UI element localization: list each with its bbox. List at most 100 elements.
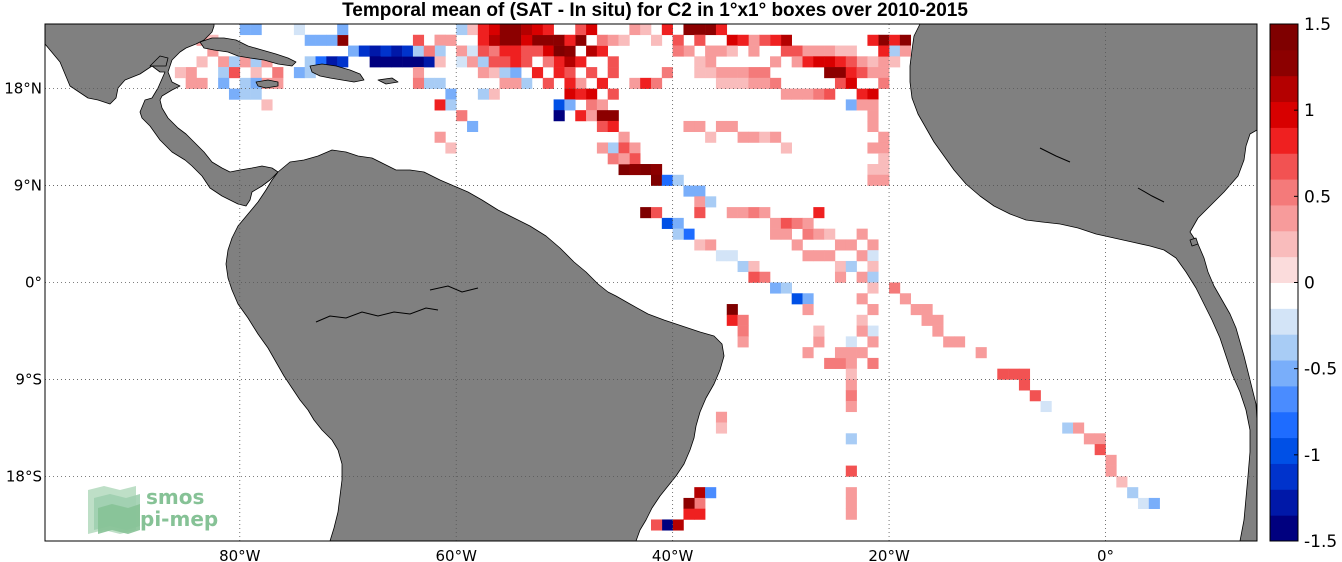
data-cell <box>380 45 392 57</box>
data-cell <box>759 77 771 89</box>
data-cell <box>802 45 814 57</box>
data-cell <box>694 207 706 219</box>
data-cell <box>867 357 879 369</box>
data-cell <box>802 293 814 305</box>
lat-tick-label: 0° <box>25 274 42 292</box>
data-cell <box>369 56 381 68</box>
data-cell <box>402 56 414 68</box>
data-cell <box>618 164 630 176</box>
data-cell <box>250 67 262 79</box>
data-cell <box>651 174 663 186</box>
data-cell <box>575 24 587 36</box>
data-cell <box>218 77 230 89</box>
data-cell <box>618 34 630 46</box>
data-cell <box>618 131 630 143</box>
lon-tick-label: 0° <box>1097 547 1114 562</box>
data-cell <box>596 142 609 154</box>
data-cell <box>878 56 890 68</box>
data-cell <box>856 56 868 68</box>
map-frame <box>44 23 1258 542</box>
data-cell <box>867 174 879 186</box>
data-cell <box>932 314 944 326</box>
data-cell <box>834 271 847 283</box>
data-cell <box>824 56 836 68</box>
colorbar-tick-labels: 1.5 1 0.5 0 -0.5 -1 -1.5 <box>1294 15 1337 552</box>
data-cell <box>791 88 803 100</box>
data-cell <box>651 519 663 531</box>
data-cell <box>661 217 673 229</box>
data-cell <box>683 24 695 36</box>
data-cell <box>694 67 706 79</box>
data-cell <box>1083 433 1095 445</box>
data-cell <box>640 207 652 219</box>
data-cell <box>661 519 673 531</box>
data-cell <box>715 77 728 89</box>
lon-tick-label: 20°W <box>868 547 910 562</box>
data-cell <box>596 34 609 46</box>
data-cell <box>618 142 630 154</box>
data-cell <box>770 228 782 240</box>
data-cell <box>834 45 847 57</box>
data-cell <box>499 34 511 46</box>
data-cell <box>845 390 857 402</box>
data-cell <box>694 120 706 133</box>
data-cell <box>596 77 609 89</box>
land-cuba <box>199 37 297 67</box>
data-cell <box>564 34 576 46</box>
lon-tick-label: 60°W <box>436 547 478 562</box>
colorbar-segment <box>1270 411 1298 439</box>
data-cell <box>856 314 868 326</box>
data-cell <box>586 67 598 79</box>
colorbar-tick-label: -1.5 <box>1304 532 1337 552</box>
data-cell <box>1105 465 1117 477</box>
land-jamaica <box>255 79 279 89</box>
colorbar-segment <box>1270 230 1298 258</box>
data-cell <box>456 110 468 122</box>
data-cell <box>412 56 425 68</box>
colorbar-segment <box>1270 24 1298 51</box>
data-cell <box>726 34 738 46</box>
data-cell <box>1127 487 1139 499</box>
colorbar-segment <box>1270 515 1298 542</box>
data-cell <box>629 164 641 176</box>
data-cell <box>488 34 500 46</box>
data-cell <box>564 77 576 89</box>
data-cell <box>813 228 825 240</box>
data-cell <box>651 207 663 219</box>
data-cell <box>218 67 230 79</box>
data-cell <box>878 174 890 186</box>
data-cell <box>456 56 468 68</box>
data-cell <box>531 34 544 46</box>
lat-tick-label: 9°N <box>14 177 42 195</box>
data-cell <box>467 24 479 36</box>
data-cell <box>889 34 901 46</box>
data-cell <box>218 56 230 68</box>
lat-tick-labels: 18°N 9°N 0° 9°S 18°S <box>4 80 42 486</box>
data-cell <box>499 45 511 57</box>
data-cell <box>672 217 684 229</box>
data-cell <box>575 110 587 122</box>
data-cell <box>640 24 652 36</box>
data-cell <box>412 67 425 79</box>
data-cell <box>423 77 435 89</box>
data-cell <box>575 77 587 89</box>
data-cell <box>564 88 576 100</box>
data-cell <box>629 77 641 89</box>
data-cell <box>402 45 414 57</box>
data-cell <box>185 67 197 79</box>
data-cell <box>867 120 879 133</box>
data-cell <box>1018 379 1031 391</box>
logo-waves-icon <box>88 486 140 534</box>
data-cell <box>867 336 879 348</box>
land-puerto-rico <box>377 77 399 85</box>
data-cell <box>434 99 446 111</box>
data-cell <box>477 24 489 36</box>
data-cell <box>293 24 306 36</box>
data-cell <box>845 357 857 369</box>
data-cell <box>228 88 241 100</box>
data-cell <box>759 34 771 46</box>
colorbar-segment <box>1270 437 1298 464</box>
data-cell <box>705 487 717 499</box>
land-small-island <box>1189 237 1199 247</box>
data-cell <box>445 99 457 111</box>
